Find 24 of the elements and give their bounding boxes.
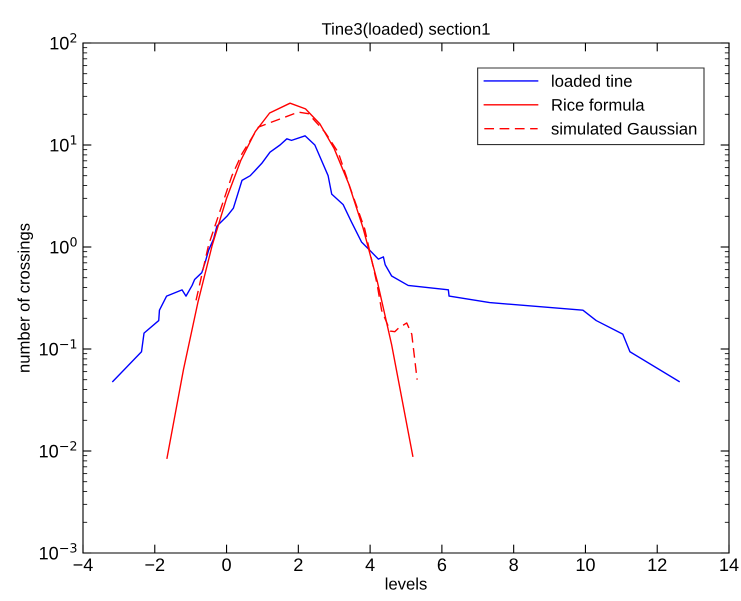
y-tick-label: 10$^{1}$	[50, 135, 76, 152]
x-tick-label: −4	[74, 558, 93, 571]
x-tick-label: 8	[509, 558, 518, 572]
y-tick-label: 10$^{2}$	[50, 33, 76, 50]
line-series	[112, 135, 680, 382]
x-tick-label: 0	[222, 558, 231, 572]
y-tick-label: 10$^{−2}$	[40, 441, 76, 458]
legend-label: Rice formula	[552, 98, 645, 111]
y-axis-title: number of crossings	[18, 224, 34, 372]
x-tick-label: 12	[648, 558, 666, 571]
y-tick-label: 10$^{−1}$	[40, 339, 76, 356]
x-axis-title: levels	[386, 577, 427, 590]
x-tick-label: 4	[366, 558, 375, 571]
legend-label: simulated Gaussian	[551, 122, 696, 135]
chart-title: Tine3(loaded) section1	[322, 22, 490, 38]
x-tick-label: 6	[438, 558, 446, 572]
line-series	[166, 102, 414, 459]
x-tick-label: 10	[576, 558, 595, 572]
x-tick-label: −2	[145, 558, 164, 571]
y-tick-label: 10$^{−3}$	[40, 543, 76, 560]
x-tick-label: 14	[720, 558, 739, 571]
y-tick-label: 10$^{0}$	[50, 237, 77, 254]
legend-label: loaded tine	[552, 74, 632, 87]
x-tick-label: 2	[294, 558, 302, 571]
